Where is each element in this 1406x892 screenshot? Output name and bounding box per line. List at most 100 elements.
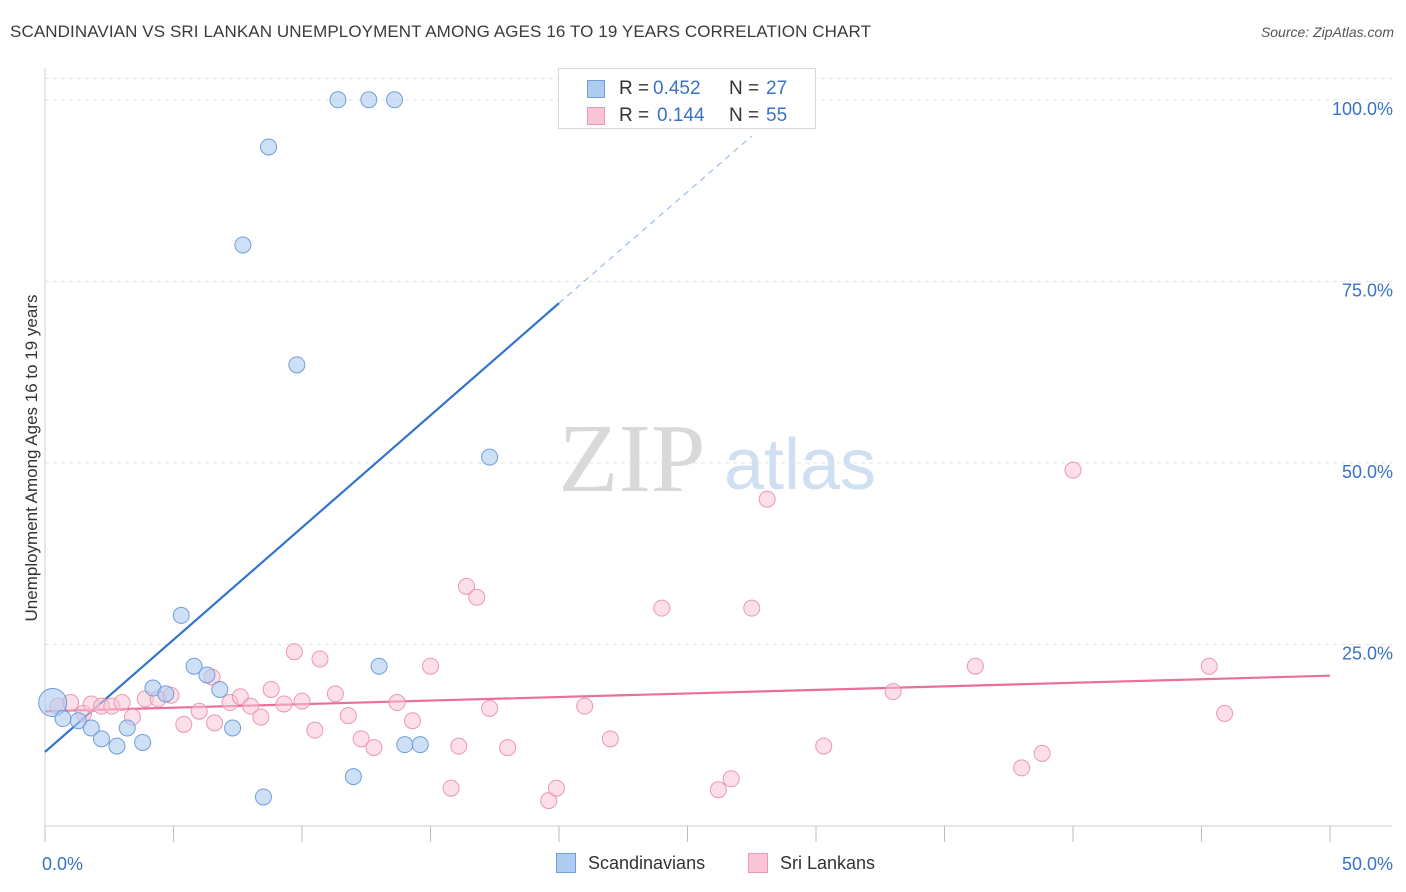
srilankans-point xyxy=(388,694,406,712)
r-label: R = xyxy=(619,78,650,99)
srilankans-point xyxy=(311,650,329,668)
srilankans-point xyxy=(442,779,460,797)
srilankans-point xyxy=(262,680,280,698)
r-value: 0.452 xyxy=(653,78,701,99)
y-tick-label: 50.0% xyxy=(1342,462,1393,482)
srilankans-point xyxy=(242,697,260,715)
srilankans-point xyxy=(339,707,357,725)
y-axis-label: Unemployment Among Ages 16 to 19 years xyxy=(22,295,41,622)
y-tick-label: 25.0% xyxy=(1342,643,1393,663)
srilankans-point xyxy=(365,739,383,757)
scandinavians-swatch xyxy=(556,853,576,873)
scandinavians-point xyxy=(360,91,378,109)
watermark-atlas: atlas xyxy=(724,425,876,505)
watermark: ZIP atlas xyxy=(559,405,877,513)
scandinavians-point xyxy=(157,685,175,703)
scandinavians-trend-line xyxy=(44,302,560,753)
srilankans-point xyxy=(1064,461,1082,479)
scandinavians-point xyxy=(134,733,152,751)
scandinavians-point xyxy=(93,730,111,748)
srilankans-point xyxy=(275,695,293,713)
gridlines xyxy=(45,78,1392,645)
n-label: N = xyxy=(729,78,760,99)
srilankans-point xyxy=(709,781,727,799)
chart-title: SCANDINAVIAN VS SRI LANKAN UNEMPLOYMENT … xyxy=(10,22,872,41)
scandinavians-point xyxy=(344,768,362,786)
srilankans-point xyxy=(326,685,344,703)
srilankans-point xyxy=(966,657,984,675)
srilankans-point xyxy=(653,599,671,617)
scandinavians-point xyxy=(254,788,272,806)
srilankans-point xyxy=(175,715,193,733)
scandinavians-point xyxy=(411,736,429,754)
srilankans-point xyxy=(404,712,422,730)
stats-legend: R = 0.452 N = 27 R = 0.144 N = 55 xyxy=(558,68,816,129)
scandinavians-point xyxy=(108,737,126,755)
srilankans-point xyxy=(547,779,565,797)
source-label: Source: ZipAtlas.com xyxy=(1260,24,1394,40)
scandinavians-swatch xyxy=(587,80,605,98)
srilankans-point xyxy=(457,577,475,595)
scandinavians-point xyxy=(82,719,100,737)
legend-label: Scandinavians xyxy=(588,853,706,873)
scandinavians-point xyxy=(234,236,252,254)
srilankans-point xyxy=(481,699,499,717)
scandinavians-point xyxy=(481,448,499,466)
srilankans-point xyxy=(601,730,619,748)
srilankans-point xyxy=(743,599,761,617)
srilankans-point xyxy=(252,708,270,726)
y-tick-label: 100.0% xyxy=(1332,99,1393,119)
scandinavians-point xyxy=(329,91,347,109)
srilankans-point xyxy=(540,792,558,810)
r-value: 0.144 xyxy=(657,105,705,126)
srilankans-point xyxy=(450,737,468,755)
srilankans-point xyxy=(1216,704,1234,722)
srilankans-point xyxy=(1200,657,1218,675)
srilankans-point xyxy=(1013,759,1031,777)
srilankans-point xyxy=(206,714,224,732)
n-value: 55 xyxy=(766,105,788,126)
stats-row-srilankans: R = 0.144 N = 55 xyxy=(559,101,815,127)
n-value: 27 xyxy=(766,78,788,99)
srilankans-point xyxy=(1033,744,1051,762)
srilankans-point xyxy=(113,694,131,712)
scandinavians-point xyxy=(118,719,136,737)
scandinavians-point xyxy=(172,606,190,624)
scandinavians-point xyxy=(198,666,216,684)
data-points xyxy=(38,91,1234,810)
srilankans-point xyxy=(293,692,311,710)
stats-row-scandinavians: R = 0.452 N = 27 xyxy=(559,74,815,100)
srilankans-point xyxy=(190,702,208,720)
x-tick-label: 0.0% xyxy=(42,854,83,874)
scandinavians-point xyxy=(224,719,242,737)
scandinavians-point xyxy=(386,91,404,109)
x-tick-label: 50.0% xyxy=(1342,854,1393,874)
srilankans-point xyxy=(576,697,594,715)
scandinavians-point xyxy=(370,657,388,675)
trend-lines xyxy=(44,135,1331,753)
srilankans-swatch xyxy=(587,107,605,125)
srilankans-point xyxy=(285,643,303,661)
srilankans-point xyxy=(758,490,776,508)
watermark-zip: ZIP xyxy=(559,405,706,513)
srilankans-point xyxy=(722,770,740,788)
r-label: R = xyxy=(619,105,650,126)
srilankans-point xyxy=(422,657,439,675)
y-tick-label: 75.0% xyxy=(1342,280,1393,300)
srilankans-point xyxy=(884,683,902,701)
scandinavians-point xyxy=(38,688,68,718)
srilankans-swatch xyxy=(748,853,768,873)
srilankans-point xyxy=(468,588,486,606)
srilankans-point xyxy=(499,739,517,757)
scandinavians-point xyxy=(260,138,278,156)
srilankans-trend-line xyxy=(44,674,1331,713)
axes: 25.0% 50.0% 75.0% 100.0% 0.0% 50.0% xyxy=(42,68,1393,874)
legend-label: Sri Lankans xyxy=(780,853,876,873)
scandinavians-point xyxy=(54,710,72,728)
scandinavians-point xyxy=(211,680,229,698)
srilankans-point xyxy=(306,721,324,739)
scandinavians-point xyxy=(288,356,306,374)
srilankans-point xyxy=(815,737,833,755)
scandinavians-point xyxy=(69,712,87,730)
